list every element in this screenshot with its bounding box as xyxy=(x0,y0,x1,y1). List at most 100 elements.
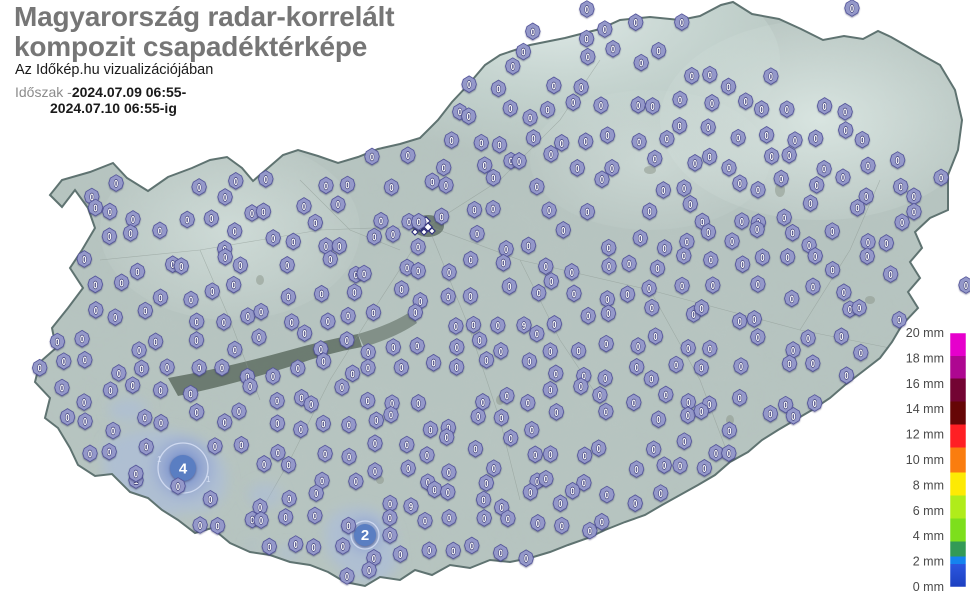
svg-text:0: 0 xyxy=(346,311,350,322)
svg-text:0: 0 xyxy=(787,358,791,369)
svg-text:0: 0 xyxy=(454,321,458,332)
svg-text:0: 0 xyxy=(326,316,330,327)
svg-text:0: 0 xyxy=(324,241,328,252)
svg-text:0: 0 xyxy=(497,140,501,151)
svg-text:0: 0 xyxy=(417,217,421,228)
svg-text:0: 0 xyxy=(345,335,349,346)
svg-text:0: 0 xyxy=(179,261,183,272)
svg-text:0: 0 xyxy=(287,460,291,471)
svg-text:0: 0 xyxy=(665,134,669,145)
svg-text:0: 0 xyxy=(756,279,760,290)
svg-text:0: 0 xyxy=(535,328,539,339)
svg-text:0: 0 xyxy=(549,276,553,287)
svg-text:0: 0 xyxy=(526,240,530,251)
svg-text:0: 0 xyxy=(223,417,227,428)
svg-text:0: 0 xyxy=(598,390,602,401)
svg-text:0: 0 xyxy=(855,203,859,214)
svg-text:0: 0 xyxy=(328,254,332,265)
svg-text:0: 0 xyxy=(547,205,551,216)
svg-text:0: 0 xyxy=(234,176,238,187)
svg-text:0: 0 xyxy=(222,317,226,328)
svg-text:0: 0 xyxy=(250,208,254,219)
svg-text:0: 0 xyxy=(597,443,601,454)
svg-text:0: 0 xyxy=(113,312,117,323)
svg-text:0: 0 xyxy=(94,305,98,316)
svg-text:0: 0 xyxy=(223,252,227,263)
svg-text:0: 0 xyxy=(560,138,564,149)
svg-text:0: 0 xyxy=(137,345,141,356)
svg-text:0: 0 xyxy=(740,216,744,227)
svg-text:0: 0 xyxy=(93,202,97,213)
svg-text:0: 0 xyxy=(583,450,587,461)
svg-text:0: 0 xyxy=(579,381,583,392)
svg-text:0: 0 xyxy=(714,448,718,459)
svg-text:0: 0 xyxy=(197,182,201,193)
svg-text:0: 0 xyxy=(482,494,486,505)
svg-text:0: 0 xyxy=(678,94,682,105)
svg-text:0: 0 xyxy=(528,487,532,498)
svg-text:0: 0 xyxy=(140,363,144,374)
svg-text:0: 0 xyxy=(831,265,835,276)
svg-text:0: 0 xyxy=(709,255,713,266)
svg-text:0: 0 xyxy=(501,258,505,269)
svg-text:0: 0 xyxy=(730,236,734,247)
svg-text:0: 0 xyxy=(405,439,409,450)
svg-text:0: 0 xyxy=(425,450,429,461)
svg-text:0: 0 xyxy=(912,206,916,217)
svg-text:0: 0 xyxy=(294,539,298,550)
svg-text:0: 0 xyxy=(505,390,509,401)
svg-text:0: 0 xyxy=(455,362,459,373)
svg-text:0: 0 xyxy=(785,104,789,115)
svg-text:0: 0 xyxy=(210,286,214,297)
svg-text:0: 0 xyxy=(492,463,496,474)
svg-text:0: 0 xyxy=(790,293,794,304)
svg-text:0: 0 xyxy=(309,399,313,410)
svg-text:0: 0 xyxy=(88,448,92,459)
svg-text:0: 0 xyxy=(483,160,487,171)
svg-text:2: 2 xyxy=(361,527,369,544)
svg-text:0: 0 xyxy=(548,346,552,357)
svg-text:0: 0 xyxy=(841,172,845,183)
svg-text:0: 0 xyxy=(261,206,265,217)
svg-text:0: 0 xyxy=(686,397,690,408)
svg-text:0: 0 xyxy=(455,342,459,353)
svg-text:0: 0 xyxy=(216,521,220,532)
svg-text:0: 0 xyxy=(897,315,901,326)
svg-text:0: 0 xyxy=(346,520,350,531)
svg-text:0: 0 xyxy=(129,228,133,239)
svg-text:0: 0 xyxy=(791,411,795,422)
svg-text:0: 0 xyxy=(791,228,795,239)
svg-text:0: 0 xyxy=(499,548,503,559)
svg-text:0: 0 xyxy=(554,368,558,379)
svg-text:0: 0 xyxy=(524,553,528,564)
svg-text:0: 0 xyxy=(639,57,643,68)
svg-text:0: 0 xyxy=(633,498,637,509)
svg-text:0: 0 xyxy=(416,242,420,253)
svg-text:0: 0 xyxy=(300,393,304,404)
svg-text:0: 0 xyxy=(588,525,592,536)
svg-text:0: 0 xyxy=(544,474,548,485)
svg-text:0: 0 xyxy=(223,192,227,203)
svg-text:0: 0 xyxy=(165,362,169,373)
svg-text:0: 0 xyxy=(213,441,217,452)
svg-text:0: 0 xyxy=(526,398,530,409)
svg-text:0: 0 xyxy=(83,416,87,427)
svg-text:0: 0 xyxy=(82,254,86,265)
svg-text:0: 0 xyxy=(807,240,811,251)
svg-text:0: 0 xyxy=(198,520,202,531)
svg-text:0: 0 xyxy=(603,373,607,384)
svg-text:0: 0 xyxy=(632,397,636,408)
svg-text:0: 0 xyxy=(939,172,943,183)
svg-text:0: 0 xyxy=(659,488,663,499)
svg-text:0: 0 xyxy=(662,460,666,471)
svg-text:0: 0 xyxy=(232,279,236,290)
svg-text:0: 0 xyxy=(303,328,307,339)
svg-text:0: 0 xyxy=(552,80,556,91)
svg-text:0: 0 xyxy=(189,294,193,305)
svg-text:0: 0 xyxy=(143,305,147,316)
svg-text:0: 0 xyxy=(636,100,640,111)
svg-text:0: 0 xyxy=(388,512,392,523)
svg-text:0: 0 xyxy=(158,292,162,303)
svg-text:0: 0 xyxy=(468,291,472,302)
svg-text:0: 0 xyxy=(117,368,121,379)
